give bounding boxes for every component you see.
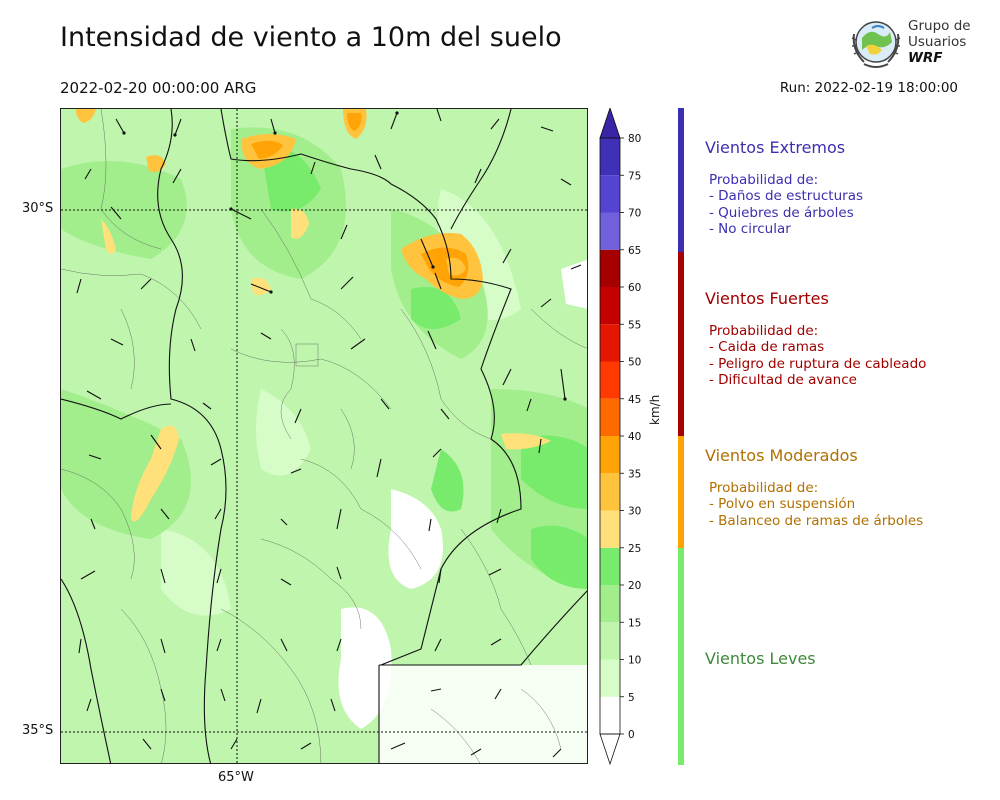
category-bar — [678, 436, 684, 548]
colorbar-band — [600, 398, 620, 436]
colorbar-svg: 0 5 10 15 20 25 30 35 40 45 50 55 60 65 70 75 80 — [599, 106, 641, 766]
colorbar-band — [600, 473, 620, 511]
category-description-line: - Polvo en suspensión — [709, 496, 856, 513]
colorbar-band — [600, 138, 620, 176]
wind-map — [60, 108, 588, 764]
globe-laurel-icon — [851, 21, 901, 68]
category-title: Vientos Moderados — [705, 446, 858, 465]
colorbar-band — [600, 547, 620, 585]
colorbar-band — [600, 510, 620, 548]
run-time: Run: 2022-02-19 18:00:00 — [779, 80, 958, 96]
wind-field-svg — [61, 109, 587, 763]
colorbar-tick-label: 45 — [628, 394, 641, 406]
colorbar-tick-label: 30 — [628, 506, 641, 518]
colorbar-tick-label: 20 — [628, 580, 641, 592]
colorbar-band — [600, 659, 620, 697]
category-bar — [678, 548, 684, 765]
colorbar-band — [600, 175, 620, 213]
lat-label-30s: 30°S — [22, 201, 54, 216]
logo-line-3: WRF — [908, 50, 943, 66]
category-description-line: Probabilidad de: — [709, 172, 819, 188]
colorbar-tick-label: 55 — [628, 319, 641, 331]
logo-text: Grupo de Usuarios WRF — [908, 18, 971, 66]
category-description: Probabilidad de: - Polvo en suspensión - B… — [709, 480, 923, 529]
category-description-line: - Balanceo de ramas de árboles — [709, 512, 924, 529]
colorbar-band — [600, 361, 620, 399]
colorbar-tick-label: 10 — [628, 655, 641, 667]
lat-label-35s: 35°S — [22, 723, 54, 738]
colorbar-over-triangle — [599, 106, 621, 139]
colorbar-tick-label: 65 — [628, 245, 641, 257]
category-description-line: Probabilidad de: — [709, 323, 819, 339]
logo-line-2: Usuarios — [908, 34, 967, 50]
colorbar-band — [600, 324, 620, 362]
category-title: Vientos Fuertes — [705, 289, 829, 308]
lon-label-65w: 65°W — [218, 770, 254, 785]
category-title: Vientos Extremos — [705, 138, 846, 157]
colorbar-band — [600, 436, 620, 474]
category-description-line: - Caida de ramas — [709, 339, 825, 356]
colorbar-tick-label: 75 — [628, 170, 641, 182]
colorbar-tick-label: 60 — [628, 282, 641, 294]
category-bar — [678, 108, 684, 252]
colorbar-band — [600, 696, 620, 734]
colorbar-tick-label: 0 — [628, 729, 635, 741]
colorbar-tick-label: 50 — [628, 357, 641, 369]
map-title: Intensidad de viento a 10m del suelo — [60, 22, 562, 53]
colorbar: 0 5 10 15 20 25 30 35 40 45 50 55 60 65 70 75 80 — [598, 106, 668, 768]
colorbar-band — [600, 585, 620, 623]
colorbar-unit: km/h — [648, 394, 662, 425]
category-description-line: - Dificultad de avance — [709, 371, 857, 388]
colorbar-tick-label: 35 — [628, 468, 641, 480]
logo-line-1: Grupo de — [908, 18, 971, 34]
valid-time: 2022-02-20 00:00:00 ARG — [60, 79, 257, 97]
grupo-wrf-logo: Grupo de Usuarios WRF — [848, 16, 971, 72]
colorbar-band — [600, 212, 620, 250]
colorbar-under-triangle — [599, 733, 621, 766]
colorbar-tick-label: 15 — [628, 617, 641, 629]
colorbar-band — [600, 287, 620, 325]
colorbar-band — [600, 622, 620, 660]
category-description: Probabilidad de: - Caida de ramas - Peligr… — [709, 323, 926, 388]
category-description-line: - Daños de estructuras — [709, 188, 864, 205]
category-description-line: Probabilidad de: — [709, 480, 819, 496]
category-description-line: - No circular — [709, 220, 791, 237]
category-description-line: - Peligro de ruptura de cableado — [709, 355, 927, 372]
category-bar — [678, 252, 684, 436]
colorbar-tick-label: 70 — [628, 208, 641, 220]
category-title: Vientos Leves — [705, 649, 816, 668]
colorbar-band — [600, 249, 620, 287]
colorbar-tick-label: 5 — [628, 692, 635, 704]
colorbar-tick-label: 25 — [628, 543, 641, 555]
colorbar-tick-label: 40 — [628, 431, 641, 443]
category-description: Probabilidad de: - Daños de estructuras - … — [709, 172, 863, 237]
colorbar-tick-label: 80 — [628, 133, 641, 145]
category-description-line: - Quiebres de árboles — [709, 204, 854, 221]
